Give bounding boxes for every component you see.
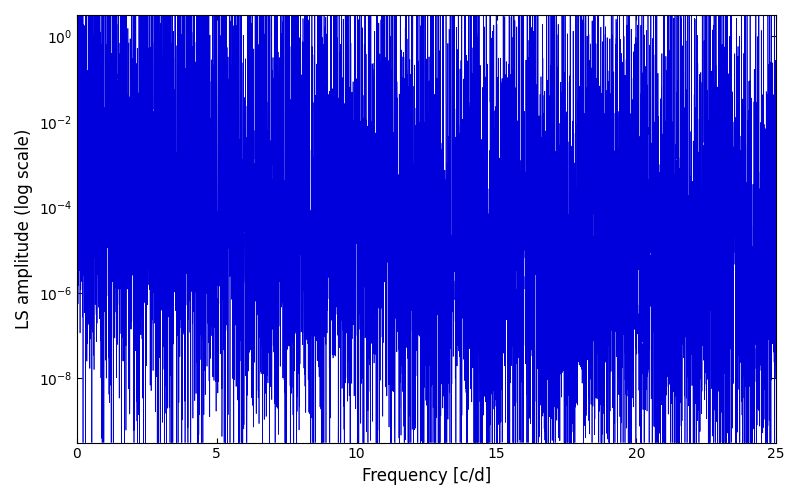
X-axis label: Frequency [c/d]: Frequency [c/d] (362, 467, 491, 485)
Y-axis label: LS amplitude (log scale): LS amplitude (log scale) (15, 128, 33, 329)
